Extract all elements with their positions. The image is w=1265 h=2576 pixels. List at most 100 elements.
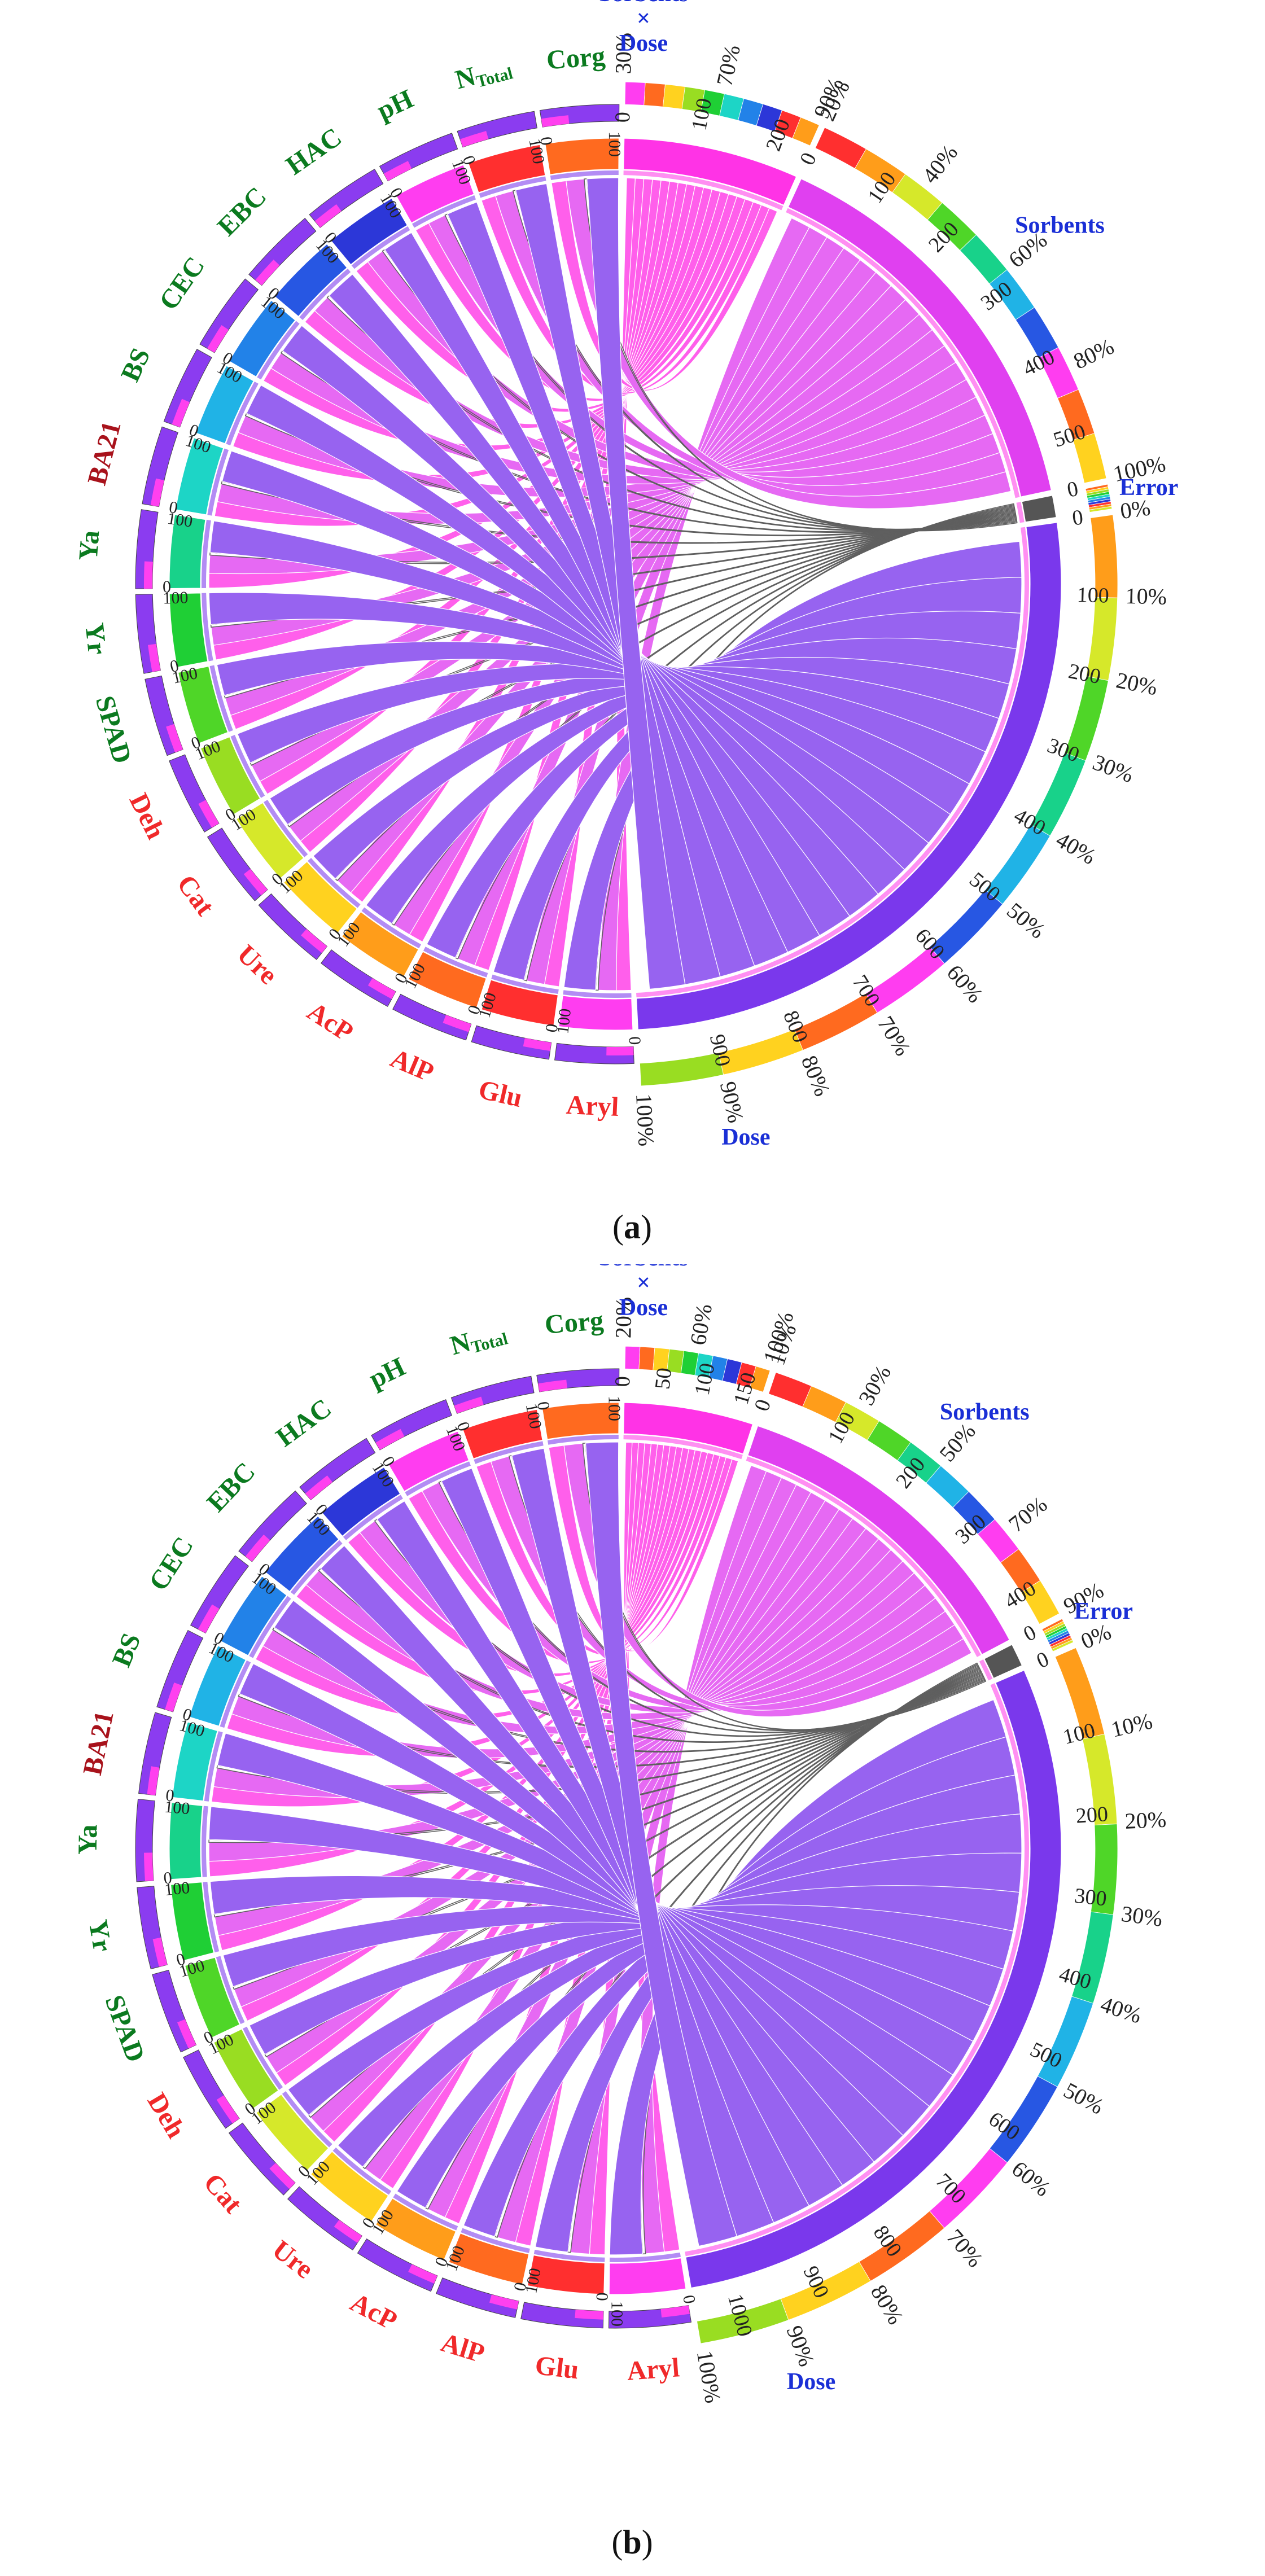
arc-alp xyxy=(408,951,487,1009)
pct-tick-label-dose: 70% xyxy=(873,1011,916,1060)
tick-label-dose: 100 xyxy=(1076,583,1109,608)
outer-bar-part-yr xyxy=(152,1937,168,1967)
outer-bar-part-glu xyxy=(575,2309,604,2320)
pct-tick-label-sorbents-dose: 60% xyxy=(685,1302,717,1347)
tick-label-sorbents: 0 xyxy=(795,149,821,169)
tick-label-ya: 100 xyxy=(166,509,194,531)
outer-bar-part-ph xyxy=(383,161,412,181)
inner-strip-ebc xyxy=(290,1540,343,1595)
inner-strip-bs xyxy=(220,1660,251,1728)
arc-acp xyxy=(375,2198,457,2260)
group-label-acp: AcP xyxy=(345,2287,402,2336)
inner-strip-ph xyxy=(412,195,476,228)
ribbon-ph-dose xyxy=(447,201,755,978)
arc-ebc xyxy=(265,1515,339,1592)
arc-glu xyxy=(481,979,558,1026)
inner-strip-cec xyxy=(257,321,300,380)
inner-strip-cec xyxy=(249,1596,291,1658)
ribbon-spad-sorbents xyxy=(225,299,920,716)
arc-hac xyxy=(321,1466,401,1537)
outer-bar-part-ya xyxy=(144,1852,154,1881)
arc-acp xyxy=(341,911,419,978)
inner-strip-ba21 xyxy=(204,1731,223,1802)
group-label-glu: Glu xyxy=(533,2350,580,2385)
inner-strip-aryl xyxy=(563,990,632,998)
pct-tick-label-dose: 100% xyxy=(631,1093,659,1147)
inner-strip-sorbents-dose xyxy=(623,1435,743,1460)
pct-bar-sorbents-dose xyxy=(749,1366,771,1392)
pct-tick-label-dose: 20% xyxy=(1114,667,1160,700)
group-label-alp: AlP xyxy=(386,1043,438,1088)
inner-strip-cat xyxy=(264,800,308,857)
ribbon-cec-dose xyxy=(274,1600,904,2163)
group-label-spad: SPAD xyxy=(90,693,138,767)
tick-label-sorbents: 0 xyxy=(750,1396,776,1414)
tick-label-corg: 0 xyxy=(536,135,556,147)
chord-svg-a: 010020030%70%90%Sorbents×Dose01002003004… xyxy=(73,0,1179,1150)
pct-tick-label-dose: 90% xyxy=(715,1079,749,1125)
arc-deh xyxy=(213,2029,279,2109)
group-label-ba21: BA21 xyxy=(82,418,127,488)
group-label-ntotal: NTotal xyxy=(447,1317,510,1362)
group-label-hac: HAC xyxy=(271,1393,337,1453)
outer-bar-part-spad xyxy=(166,724,183,753)
pct-tick-label-dose: 20% xyxy=(1124,1807,1167,1834)
outer-bar-part-bs xyxy=(172,398,190,427)
arc-dose xyxy=(685,1670,1062,2289)
inner-strip-hac xyxy=(351,226,410,269)
group-label-ebc: EBC xyxy=(201,1457,261,1518)
inner-strip-sorbents-dose xyxy=(623,170,783,211)
pct-bar-sorbents xyxy=(1073,433,1107,484)
chord-diagram-b: 05010015020%60%100%Sorbents×Dose01002003… xyxy=(0,1245,1265,2478)
arc-ba21 xyxy=(172,1721,218,1802)
tick-label-sorbents-dose: 50 xyxy=(651,1366,677,1390)
group-label-acp: AcP xyxy=(302,996,358,1048)
group-label-deh: Deh xyxy=(142,2088,191,2143)
group-label-ph: pH xyxy=(365,1352,410,1394)
outer-bar-ba21 xyxy=(138,1712,172,1796)
pct-tick-label-sorbents: 20% xyxy=(814,76,854,124)
arc-yr xyxy=(170,1882,215,1961)
ribbon-spad-dose xyxy=(216,641,970,815)
inner-strip-error xyxy=(1016,502,1025,523)
pct-tick-label-dose: 10% xyxy=(1109,1708,1155,1742)
group-label-alp: AlP xyxy=(437,2328,488,2369)
arc-ntotal xyxy=(462,1409,543,1459)
group-label-glu: Glu xyxy=(476,1075,525,1114)
ribbon-ebc-dose xyxy=(329,273,820,953)
outer-bar-part-ure xyxy=(334,2220,362,2243)
tick-label-ba21: 0 xyxy=(168,498,179,518)
arc-sorbents xyxy=(787,178,1052,497)
arc-bs xyxy=(195,365,254,444)
arc-aryl xyxy=(558,995,633,1031)
tick-label-sorbents-dose: 0 xyxy=(611,112,634,123)
ribbon-yr-dose xyxy=(209,1875,991,2042)
arc-ph xyxy=(396,164,475,224)
group-label-ya: Ya xyxy=(73,529,106,562)
group-label-cat: Cat xyxy=(171,869,220,921)
ribbon-spad-dose xyxy=(222,1904,1004,2007)
inner-strip-ya xyxy=(202,1806,208,1877)
pct-tick-label-dose: 100% xyxy=(692,2349,726,2405)
outer-bar-part-ba21 xyxy=(150,478,164,507)
ribbon-deh-dose xyxy=(248,1904,1014,2055)
tick-label-aryl: 100 xyxy=(553,1007,575,1035)
pct-bar-error xyxy=(1089,506,1113,513)
arc-ba21 xyxy=(175,437,224,515)
inner-strip-hac xyxy=(343,1495,403,1540)
arc-glu xyxy=(527,2255,605,2295)
pct-tick-label-sorbents: 50% xyxy=(934,1418,981,1466)
chord-diagram-a: 010020030%70%90%Sorbents×Dose01002003004… xyxy=(0,0,1265,1213)
panel-label-b-text: b xyxy=(623,2524,642,2561)
ribbon-acp-dose xyxy=(396,1813,1022,2209)
ribbon-alp-dose xyxy=(463,1775,1021,2237)
ribbon-ya-dose xyxy=(208,1806,974,2076)
outer-bar-ure xyxy=(287,2186,362,2251)
group-label-corg: Corg xyxy=(545,41,606,76)
outer-bar-alp xyxy=(436,2277,519,2318)
inner-strip-corg xyxy=(550,170,619,181)
group-label-ebc: EBC xyxy=(212,181,272,242)
pct-tick-label-dose: 80% xyxy=(866,2280,909,2329)
group-label-aryl: Aryl xyxy=(626,2352,681,2386)
group-label-bs: BS xyxy=(107,1629,147,1671)
